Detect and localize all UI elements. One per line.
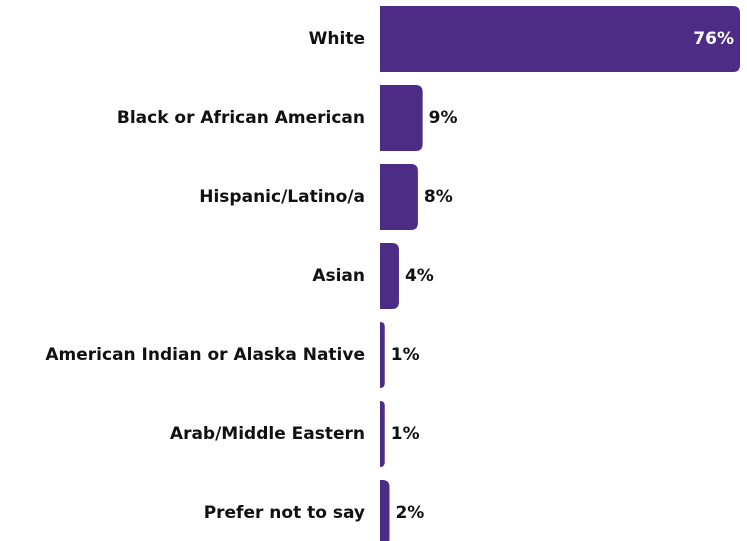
value-label: 1% [391,424,420,444]
value-label: 1% [391,345,420,365]
bar [380,6,740,72]
category-label: Asian [312,266,365,286]
category-label: Hispanic/Latino/a [199,187,365,207]
value-label: 9% [429,108,458,128]
category-label: American Indian or Alaska Native [45,345,365,365]
value-label: 2% [395,503,424,523]
bar [380,480,390,541]
value-label: 4% [405,266,434,286]
category-label: Prefer not to say [204,503,365,523]
bar [380,164,418,230]
category-label: Black or African American [117,108,365,128]
bar [380,85,423,151]
bar [380,322,385,388]
category-label: Arab/Middle Eastern [170,424,365,444]
bar [380,401,385,467]
value-label: 8% [424,187,453,207]
bar [380,243,399,309]
value-label: 76% [693,29,734,49]
category-label: White [309,29,365,49]
